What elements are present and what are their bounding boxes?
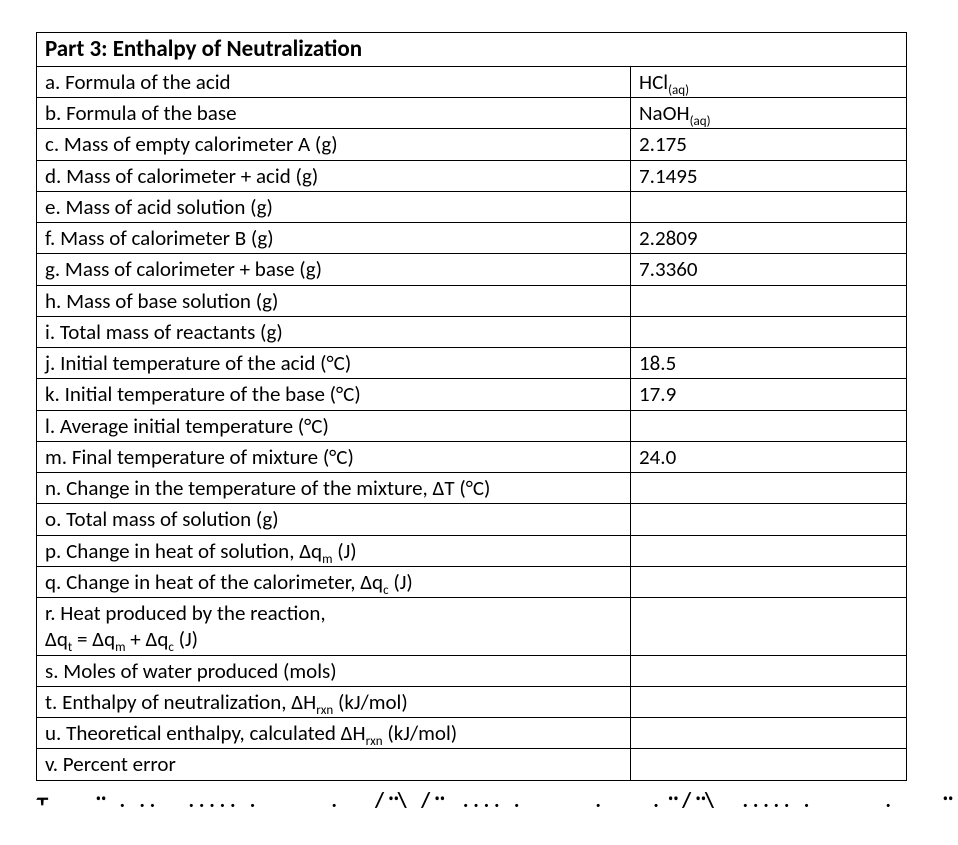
row-value: HCl(aq)	[631, 66, 907, 97]
row-label: k. Initial temperature of the base (°C)	[37, 379, 631, 410]
table-row: i. Total mass of reactants (g)	[37, 316, 907, 347]
table-row: l. Average initial temperature (°C)	[37, 410, 907, 441]
row-label: j. Initial temperature of the acid (°C)	[37, 348, 631, 379]
row-label: b. Formula of the base	[37, 98, 631, 129]
row-value: 2.2809	[631, 223, 907, 254]
table-row: q. Change in heat of the calorimeter, Δq…	[37, 566, 907, 597]
row-value	[631, 535, 907, 566]
table-row: v. Percent error	[37, 749, 907, 780]
row-value	[631, 504, 907, 535]
table-row: c. Mass of empty calorimeter A (g)2.175	[37, 129, 907, 160]
row-value: 17.9	[631, 379, 907, 410]
row-label: h. Mass of base solution (g)	[37, 285, 631, 316]
row-label: d. Mass of calorimeter + acid (g)	[37, 160, 631, 191]
row-value	[631, 598, 907, 656]
table-row: r. Heat produced by the reaction,Δqt = Δ…	[37, 598, 907, 656]
table-title: Part 3: Enthalpy of Neutralization	[37, 33, 907, 67]
table-row: p. Change in heat of solution, Δqm (J)	[37, 535, 907, 566]
row-value: NaOH(aq)	[631, 98, 907, 129]
table-row: a. Formula of the acidHCl(aq)	[37, 66, 907, 97]
neutralization-table: Part 3: Enthalpy of Neutralization a. Fo…	[36, 32, 907, 781]
row-value	[631, 285, 907, 316]
row-label: s. Moles of water produced (mols)	[37, 655, 631, 686]
row-label: n. Change in the temperature of the mixt…	[37, 473, 631, 504]
row-value: 24.0	[631, 441, 907, 472]
row-value: 18.5	[631, 348, 907, 379]
row-label: o. Total mass of solution (g)	[37, 504, 631, 535]
row-label: i. Total mass of reactants (g)	[37, 316, 631, 347]
table-row: e. Mass of acid solution (g)	[37, 191, 907, 222]
row-value	[631, 686, 907, 717]
row-value: 2.175	[631, 129, 907, 160]
table-row: t. Enthalpy of neutralization, ΔHrxn (kJ…	[37, 686, 907, 717]
row-value	[631, 566, 907, 597]
table-row: k. Initial temperature of the base (°C)1…	[37, 379, 907, 410]
table-row: h. Mass of base solution (g)	[37, 285, 907, 316]
row-label: e. Mass of acid solution (g)	[37, 191, 631, 222]
row-value	[631, 316, 907, 347]
table-row: o. Total mass of solution (g)	[37, 504, 907, 535]
row-value: 7.3360	[631, 254, 907, 285]
row-label: a. Formula of the acid	[37, 66, 631, 97]
table-row: m. Final temperature of mixture (°C)24.0	[37, 441, 907, 472]
row-label: g. Mass of calorimeter + base (g)	[37, 254, 631, 285]
table-row: u. Theoretical enthalpy, calculated ΔHrx…	[37, 718, 907, 749]
table-row: s. Moles of water produced (mols)	[37, 655, 907, 686]
row-label: f. Mass of calorimeter B (g)	[37, 223, 631, 254]
row-value	[631, 655, 907, 686]
row-label: p. Change in heat of solution, Δqm (J)	[37, 535, 631, 566]
row-value	[631, 410, 907, 441]
row-label: m. Final temperature of mixture (°C)	[37, 441, 631, 472]
row-label: c. Mass of empty calorimeter A (g)	[37, 129, 631, 160]
row-label: v. Percent error	[37, 749, 631, 780]
footer-fragment: ᠇ ᠃ . . . . . . . . . . /᠃\ /᠃ . . . . .…	[36, 787, 922, 813]
row-label: u. Theoretical enthalpy, calculated ΔHrx…	[37, 718, 631, 749]
row-label: q. Change in heat of the calorimeter, Δq…	[37, 566, 631, 597]
row-value	[631, 473, 907, 504]
row-label: r. Heat produced by the reaction,Δqt = Δ…	[37, 598, 631, 656]
row-value	[631, 191, 907, 222]
row-value	[631, 749, 907, 780]
table-row: f. Mass of calorimeter B (g)2.2809	[37, 223, 907, 254]
table-row: j. Initial temperature of the acid (°C)1…	[37, 348, 907, 379]
table-row: g. Mass of calorimeter + base (g)7.3360	[37, 254, 907, 285]
row-label: t. Enthalpy of neutralization, ΔHrxn (kJ…	[37, 686, 631, 717]
row-label: l. Average initial temperature (°C)	[37, 410, 631, 441]
table-row: b. Formula of the baseNaOH(aq)	[37, 98, 907, 129]
row-value: 7.1495	[631, 160, 907, 191]
row-value	[631, 718, 907, 749]
table-row: d. Mass of calorimeter + acid (g)7.1495	[37, 160, 907, 191]
table-row: n. Change in the temperature of the mixt…	[37, 473, 907, 504]
